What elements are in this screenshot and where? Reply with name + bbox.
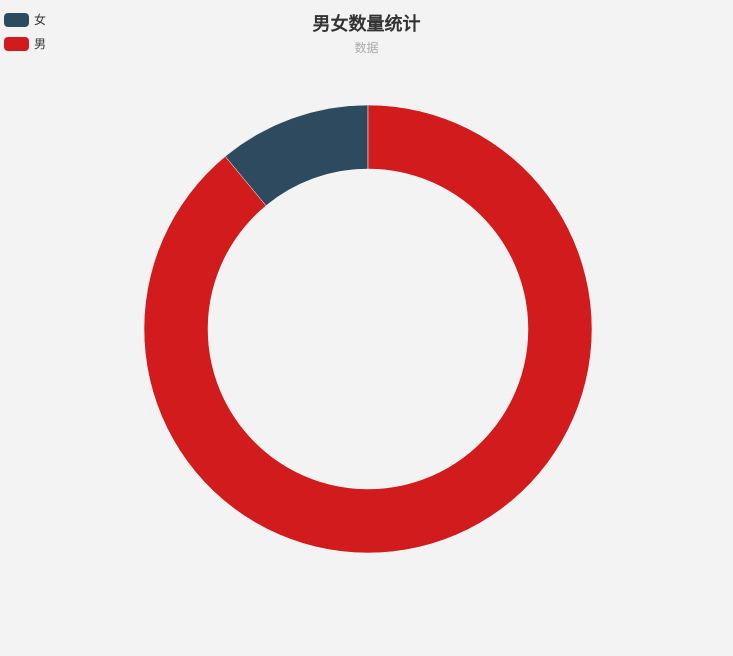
legend-item-male[interactable]: 男: [4, 36, 46, 52]
chart-subtitle: 数据: [354, 41, 379, 55]
legend-label-female: 女: [34, 13, 47, 27]
chart-title: 男女数量统计: [312, 14, 421, 35]
legend: 女 男: [4, 12, 46, 60]
legend-swatch-female: [4, 13, 29, 27]
legend-item-female[interactable]: 女: [4, 12, 46, 28]
legend-label-male: 男: [34, 37, 47, 51]
donut-slice-male[interactable]: [143, 104, 593, 554]
legend-swatch-male: [4, 37, 29, 51]
